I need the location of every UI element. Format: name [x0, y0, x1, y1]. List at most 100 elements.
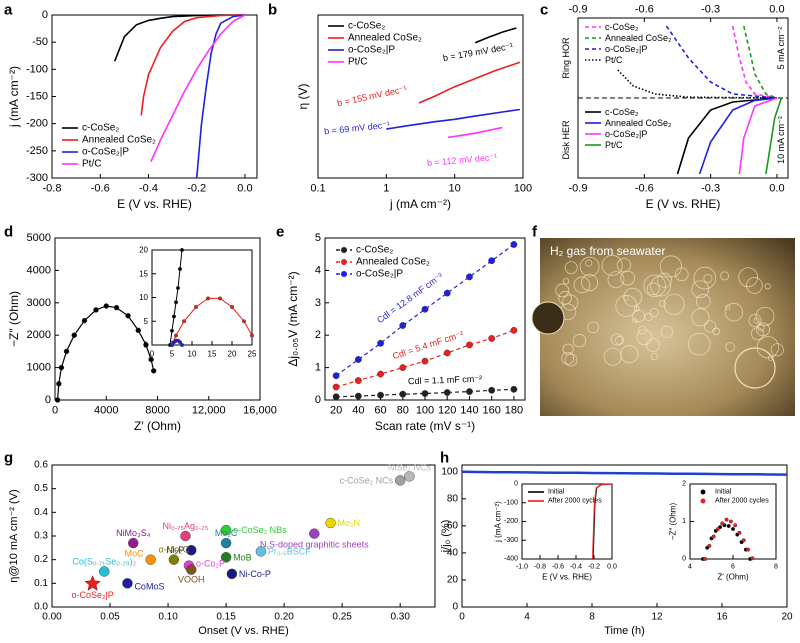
data-point [510, 385, 518, 393]
plot-frame [317, 14, 524, 179]
legend-label: Pt/C [605, 140, 623, 150]
bubble [638, 325, 647, 335]
data-point [145, 554, 156, 565]
data-point [122, 578, 133, 589]
bubble [585, 259, 593, 267]
y-axis-label: η@10 mA cm⁻² (V) [8, 489, 20, 582]
data-point [241, 319, 246, 324]
legend-label: Annealed CoSe₂ [605, 33, 672, 43]
data-point [715, 527, 720, 532]
x-tick-label: 20 [781, 612, 793, 623]
panel-letter: c [540, 2, 548, 19]
point-label: CoMoS [134, 581, 164, 591]
data-point [148, 356, 154, 363]
data-point [377, 391, 384, 399]
panel-letter: f [532, 224, 538, 241]
data-point [421, 305, 429, 313]
bubble [646, 338, 660, 352]
panel-letter: h [440, 450, 449, 467]
bubble [636, 329, 653, 346]
data-point [720, 521, 725, 526]
bubble [579, 256, 600, 277]
bubble [643, 274, 666, 298]
x-axis-label: E (V vs. RHE) [646, 197, 721, 211]
data-point [404, 471, 415, 482]
legend-label: Annealed CoSe₂ [348, 33, 422, 44]
legend-swatch [341, 259, 347, 265]
data-point [466, 388, 473, 395]
plot-frame [151, 249, 253, 346]
x-tick-label: 0.05 [100, 612, 120, 623]
data-point [488, 335, 496, 342]
annotation: Disk HER [561, 120, 571, 160]
bubble [691, 280, 710, 299]
legend-label: o-CoSe₂|P [605, 129, 647, 139]
data-point [84, 575, 101, 591]
annotation: 10 mA cm⁻² [776, 116, 786, 164]
bubble [703, 273, 713, 283]
x-axis-label: Onset (V vs. RHE) [198, 625, 288, 637]
x-tick-label: 0 [52, 405, 58, 417]
x-tick-label: 0.0 [607, 564, 617, 571]
point-label: Ni₀.₇₅Ag₀.₂₅ [163, 521, 209, 531]
y-tick-label: 0 [42, 9, 48, 21]
bubble [663, 293, 685, 315]
data-point [325, 517, 336, 529]
point-label: c-CoSe₂ NCs [340, 475, 394, 485]
annotation: Cdl = 1.1 mF cm⁻² [408, 374, 482, 387]
legend-label: Pt/C [82, 159, 101, 170]
y-tick-label: -300 [26, 172, 48, 184]
x-tick-label: 12 [651, 612, 663, 623]
y-tick-label: 0 [514, 481, 518, 488]
legend-label: c-CoSe₂ [356, 245, 393, 256]
x-axis-label: Time (h) [604, 625, 645, 637]
data-point [443, 289, 451, 297]
bubble [687, 332, 711, 356]
legend-label: After 2000 cycles [548, 498, 602, 505]
y-tick-label: 60 [447, 520, 459, 531]
x-tick-label: -0.4 [139, 183, 158, 195]
data-point [711, 534, 716, 539]
legend-label: After 2000 cycles [715, 498, 769, 505]
photo [540, 238, 795, 416]
point-label: NiSe₂ NCs [388, 462, 432, 472]
legend-label: Annealed CoSe₂ [356, 257, 430, 268]
data-point [354, 356, 362, 363]
point-label: NiMo₃S₄ [116, 528, 151, 538]
data-line [418, 61, 521, 104]
data-point [169, 343, 174, 348]
point-label: Mo₂C [215, 528, 238, 538]
y-tick-label: 0 [45, 394, 51, 406]
y-tick-label: 0 [452, 602, 458, 613]
data-point [466, 273, 473, 281]
data-point [168, 554, 180, 565]
y-tick-label: -200 [504, 518, 518, 525]
bubble [573, 276, 591, 294]
y-tick-label: 4000 [27, 264, 51, 276]
y-tick-label: 80 [447, 493, 459, 504]
y-tick-label: 20 [447, 574, 459, 585]
y-tick-label: 0.3 [34, 531, 48, 542]
data-line [195, 14, 246, 179]
bubble [572, 334, 587, 348]
legend-label: Pt/C [348, 57, 367, 68]
x-tick-label: 12,000 [192, 405, 226, 417]
x-tick-label: 100 [514, 183, 532, 195]
data-line [592, 483, 613, 560]
data-point [173, 333, 178, 338]
data-point [421, 390, 429, 397]
data-point [220, 552, 232, 563]
x-tick-label: 160 [482, 405, 500, 417]
data-line [113, 14, 245, 62]
bubble [610, 333, 623, 346]
x-tick-label: 10 [188, 349, 197, 358]
data-point [193, 305, 198, 310]
y-tick-label: 20 [139, 246, 148, 255]
bubble [693, 266, 717, 290]
bubble [753, 317, 760, 324]
bubble [712, 327, 720, 336]
y-tick-label: -50 [32, 36, 48, 48]
y-tick-label: 4 [315, 264, 321, 276]
legend-label: c-CoSe₂ [82, 123, 119, 134]
